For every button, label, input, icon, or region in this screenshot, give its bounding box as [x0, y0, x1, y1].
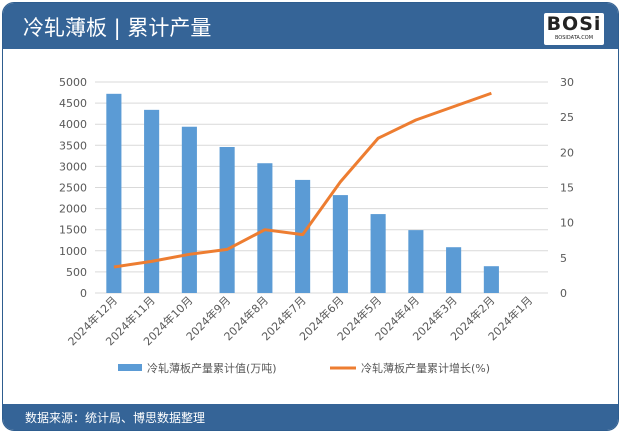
bar	[106, 93, 122, 293]
y-left-tick: 1000	[59, 245, 87, 258]
bar	[408, 230, 424, 293]
y-left-tick: 0	[80, 287, 87, 300]
bar	[257, 163, 273, 293]
y-left-tick: 3000	[59, 160, 87, 173]
y-left-tick: 500	[66, 266, 87, 279]
logo-subtext: BOSIDATA.COM	[554, 35, 594, 41]
y-left-tick: 2000	[59, 203, 87, 216]
y-right-tick: 0	[560, 287, 567, 300]
y-right-tick: 5	[560, 252, 567, 265]
bar	[144, 109, 160, 294]
legend-bar-swatch	[118, 364, 142, 371]
bar	[219, 146, 235, 293]
data-source: 数据来源：统计局、博思数据整理	[25, 411, 206, 425]
y-right-tick: 30	[560, 76, 574, 89]
y-left-tick: 4000	[59, 118, 87, 131]
legend-line-label: 冷轧薄板产量累计增长(%)	[361, 361, 490, 375]
y-right-tick: 20	[560, 146, 574, 159]
y-left-tick: 3500	[59, 139, 87, 152]
y-right-tick: 25	[560, 111, 574, 124]
y-right-tick: 10	[560, 217, 574, 230]
growth-line	[113, 91, 492, 269]
page-title: 冷轧薄板 | 累计产量	[23, 16, 212, 40]
bar	[446, 247, 462, 293]
footer: 数据来源：统计局、博思数据整理	[3, 404, 618, 430]
y-left-tick: 1500	[59, 224, 87, 237]
bar	[370, 214, 386, 293]
bar	[483, 266, 499, 293]
y-left-tick: 2500	[59, 182, 87, 195]
y-left-tick: 4500	[59, 97, 87, 110]
logo-text: BOSi	[546, 13, 602, 35]
y-left-tick: 5000	[59, 76, 87, 89]
header: 冷轧薄板 | 累计产量 BOSi BOSIDATA.COM	[3, 3, 618, 49]
bar	[295, 179, 311, 293]
bar	[332, 195, 348, 293]
y-right-tick: 15	[560, 182, 574, 195]
logo: BOSi BOSIDATA.COM	[544, 13, 604, 45]
bar	[181, 126, 197, 294]
legend-bar-label: 冷轧薄板产量累计值(万吨)	[147, 361, 277, 375]
